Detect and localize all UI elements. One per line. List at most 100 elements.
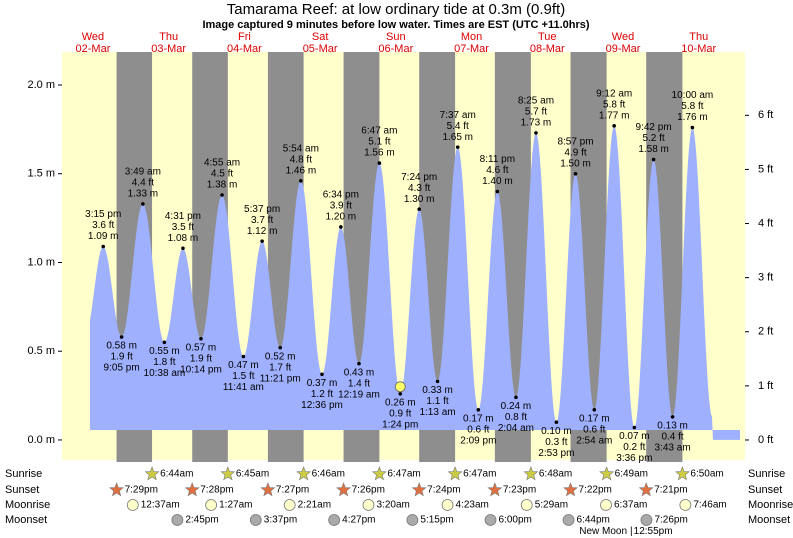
tide-time: 4:55 am <box>204 158 240 169</box>
tide-feet: 4.3 ft <box>408 183 430 194</box>
tide-point <box>514 395 518 400</box>
sunrise-time: 6:47am <box>387 469 420 480</box>
tide-feet: 5.2 ft <box>642 133 664 144</box>
tide-feet: 1.9 ft <box>190 353 212 364</box>
tide-height: 1.65 m <box>442 132 473 143</box>
tide-height: 1.30 m <box>404 194 435 205</box>
sunset-time: 7:23pm <box>503 485 536 496</box>
moonset-icon <box>562 514 575 526</box>
tide-feet: 5.1 ft <box>368 137 390 148</box>
day-label: Thu <box>159 31 178 43</box>
tide-time: 4:31 pm <box>165 211 201 222</box>
tide-point <box>476 407 481 412</box>
tide-time: 10:14 pm <box>180 364 222 375</box>
tide-height: 0.37 m <box>307 378 338 389</box>
tide-time: 9:42 pm <box>636 122 672 133</box>
tide-time: 6:34 pm <box>323 190 359 201</box>
tide-feet: 0.4 ft <box>661 432 683 443</box>
tide-time: 3:49 am <box>125 167 161 178</box>
tide-height: 1.46 m <box>286 165 317 176</box>
sunrise-icon <box>523 466 539 481</box>
tide-time: 3:15 pm <box>85 209 121 220</box>
tide-height: 1.38 m <box>207 180 238 191</box>
tide-time: 11:21 pm <box>260 373 301 384</box>
tide-height: 0.13 m <box>657 421 688 432</box>
tide-feet: 0.9 ft <box>389 408 411 419</box>
moonset-icon <box>406 514 419 526</box>
row-label: Sunset <box>5 484 39 496</box>
sunrise-time: 6:45am <box>236 469 269 480</box>
date-label: 02-Mar <box>76 43 111 55</box>
sunrise-time: 6:47am <box>463 469 496 480</box>
sunrise-time: 6:46am <box>312 469 345 480</box>
tide-time: 8:11 pm <box>480 154 515 165</box>
tide-point <box>495 189 500 194</box>
tide-time: 9:12 am <box>596 88 632 99</box>
row-label: Moonrise <box>5 499 50 511</box>
day-label: Tue <box>538 31 557 43</box>
tide-height: 1.50 m <box>560 158 591 169</box>
moonrise-icon <box>600 499 612 511</box>
sunrise-icon <box>220 466 236 481</box>
tide-point <box>119 335 124 339</box>
tide-point <box>260 239 264 243</box>
moonset-icon <box>640 514 653 526</box>
day-label: Mon <box>461 31 482 43</box>
current-level <box>394 381 406 393</box>
sunrise-time: 6:50am <box>690 469 723 480</box>
sunset-time: 7:29pm <box>125 485 158 496</box>
sunrise-time: 6:44am <box>160 469 193 480</box>
y-tick-label: 0.0 m <box>27 434 55 446</box>
y2-tick-label: 2 ft <box>758 326 773 338</box>
moonrise-time: 4:23am <box>456 500 489 511</box>
tide-point <box>278 345 283 350</box>
row-label: Moonset <box>748 514 790 526</box>
tide-feet: 5.7 ft <box>525 107 547 118</box>
y-tick-label: 1.0 m <box>27 256 55 268</box>
sunset-time: 7:28pm <box>200 485 233 496</box>
moonrise-icon <box>126 499 139 511</box>
tide-feet: 1.5 ft <box>232 371 254 382</box>
tide-time: 5:37 pm <box>244 204 280 215</box>
tide-height: 0.33 m <box>422 385 453 396</box>
tide-height: 1.76 m <box>677 112 708 123</box>
tide-height: 1.73 m <box>521 118 552 129</box>
tide-height: 1.77 m <box>599 110 630 121</box>
tide-time: 2:53 pm <box>538 448 574 459</box>
moonrise-time: 7:46am <box>693 500 726 511</box>
y2-tick-label: 1 ft <box>758 380 773 392</box>
tide-feet: 4.6 ft <box>486 165 508 176</box>
tide-feet: 3.6 ft <box>92 220 114 231</box>
moonrise-time: 2:21am <box>298 500 331 511</box>
tide-feet: 0.6 ft <box>583 424 605 435</box>
tide-feet: 4.9 ft <box>564 147 586 158</box>
moonrise-time: 1:27am <box>219 500 252 511</box>
moonrise-icon <box>283 499 296 511</box>
sunrise-icon <box>371 466 387 481</box>
y2-tick-label: 0 ft <box>758 434 773 446</box>
row-label: Moonset <box>5 514 47 526</box>
tide-feet: 1.1 ft <box>426 396 448 407</box>
tide-height: 0.47 m <box>228 360 259 371</box>
tide-time: 1:13 am <box>419 407 455 418</box>
moonset-time: 6:44pm <box>577 515 610 526</box>
tide-height: 0.43 m <box>344 367 375 378</box>
tide-feet: 3.9 ft <box>330 201 352 212</box>
chart-subtitle: Image captured 9 minutes before low wate… <box>202 19 589 31</box>
tide-time: 10:38 am <box>144 368 186 379</box>
sunset-time: 7:22pm <box>579 485 612 496</box>
tide-height: 1.08 m <box>168 233 199 244</box>
sunrise-icon <box>447 466 463 481</box>
date-label: 04-Mar <box>227 43 262 55</box>
moonset-time: 4:27pm <box>342 515 375 526</box>
day-label: Sat <box>312 31 329 43</box>
tide-point <box>299 179 303 183</box>
row-label: Moonrise <box>748 499 793 511</box>
tide-time: 9:05 pm <box>104 363 140 374</box>
y2-tick-label: 3 ft <box>758 272 773 284</box>
tide-feet: 4.5 ft <box>211 169 233 180</box>
sunset-time: 7:21pm <box>654 485 687 496</box>
tide-point <box>141 202 145 206</box>
y-tick-label: 1.5 m <box>27 168 55 180</box>
